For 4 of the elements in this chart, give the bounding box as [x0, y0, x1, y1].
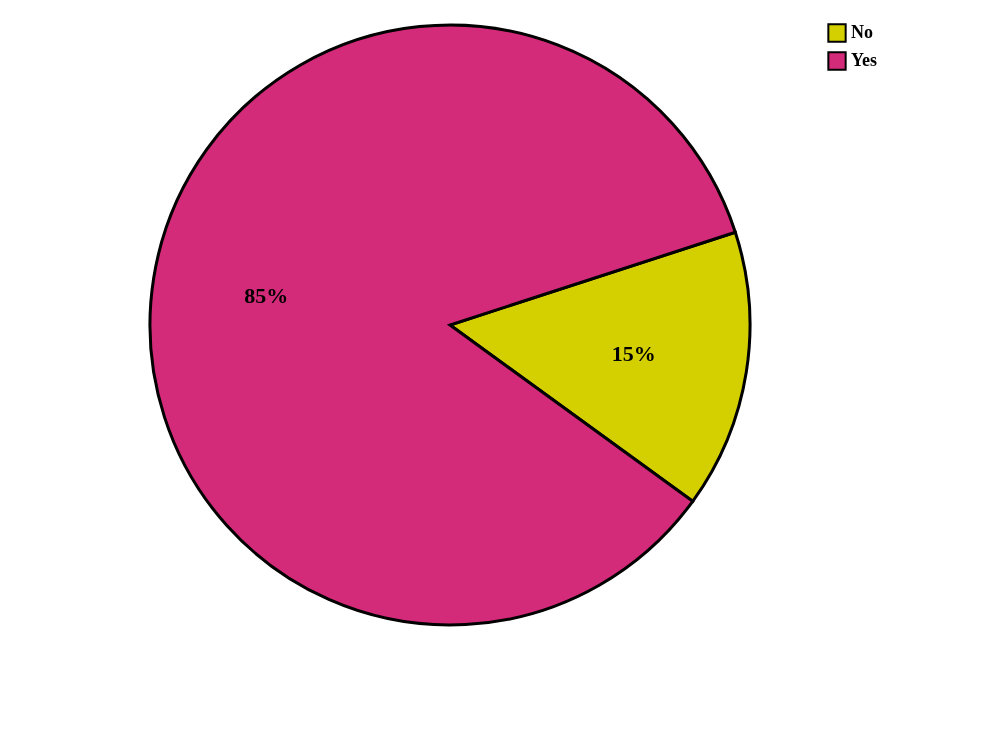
- data-label: 85%: [244, 282, 289, 308]
- data-label: 15%: [611, 341, 656, 367]
- legend-label: Yes: [851, 50, 877, 70]
- legend-label: No: [851, 22, 873, 42]
